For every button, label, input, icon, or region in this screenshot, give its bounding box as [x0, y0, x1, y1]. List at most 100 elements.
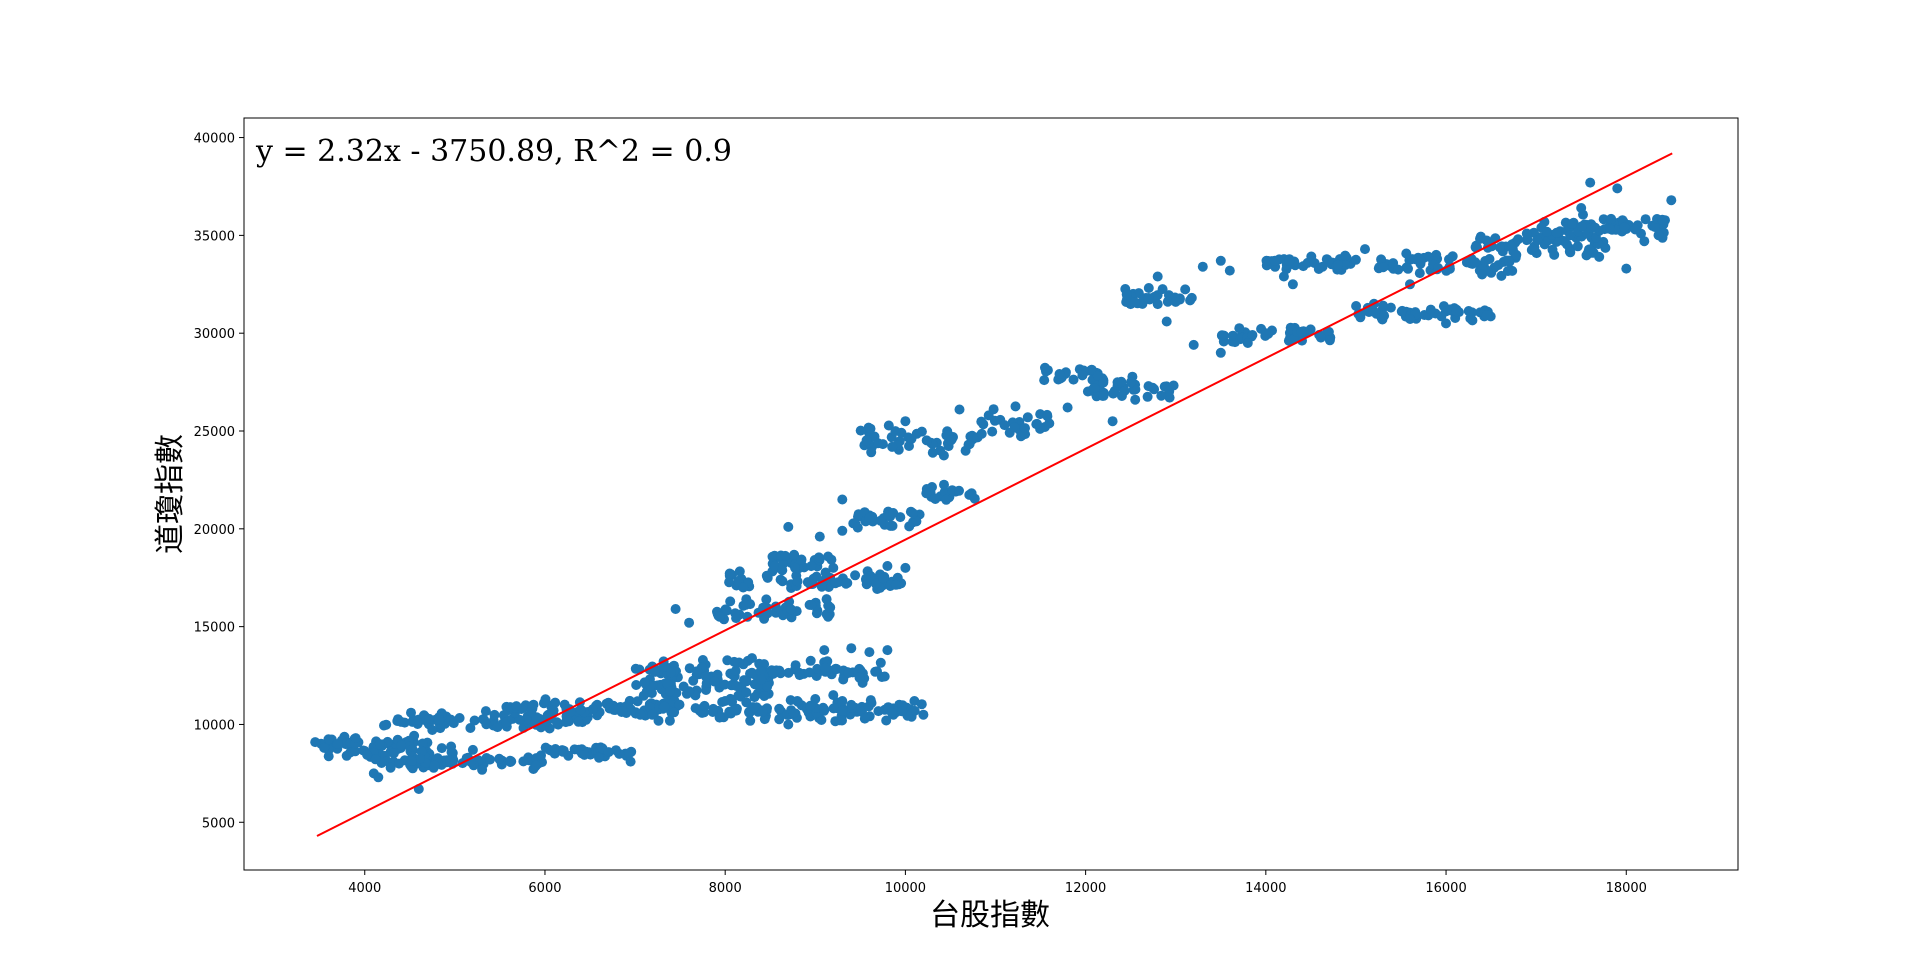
data-point	[1317, 261, 1328, 272]
data-point	[850, 570, 861, 581]
data-point	[1116, 376, 1127, 387]
data-point	[875, 657, 886, 668]
data-point	[1032, 418, 1042, 429]
data-point	[714, 611, 725, 622]
data-point	[1495, 242, 1505, 253]
data-point	[551, 717, 562, 728]
data-point	[1612, 183, 1623, 194]
data-point	[1532, 235, 1543, 246]
data-point	[783, 719, 794, 730]
data-point	[1621, 263, 1632, 274]
data-point	[550, 697, 561, 708]
data-point	[477, 764, 488, 775]
data-point	[906, 433, 917, 444]
data-point	[1415, 255, 1426, 266]
data-point	[1125, 377, 1136, 388]
data-point	[846, 699, 857, 710]
data-point	[1162, 296, 1173, 307]
data-point	[963, 439, 974, 450]
data-point	[777, 565, 788, 576]
data-point	[1657, 214, 1668, 225]
data-point	[1269, 255, 1280, 266]
data-point	[1594, 251, 1605, 262]
data-point	[1149, 384, 1160, 395]
points-layer	[310, 177, 1677, 794]
data-point	[1470, 242, 1481, 253]
data-point	[904, 521, 915, 532]
data-point	[1168, 380, 1179, 391]
data-point	[1121, 289, 1132, 300]
data-point	[881, 715, 892, 726]
data-point	[878, 573, 889, 584]
data-point	[1278, 271, 1289, 282]
data-point	[1639, 236, 1650, 247]
data-point	[1403, 263, 1413, 274]
data-point	[1470, 257, 1481, 268]
data-point	[1378, 262, 1389, 273]
data-point	[623, 748, 634, 759]
data-point	[1393, 264, 1404, 275]
data-point	[805, 655, 816, 666]
data-point	[1039, 375, 1050, 386]
data-point	[448, 718, 459, 729]
data-point	[1161, 316, 1172, 327]
data-point	[921, 488, 932, 499]
x-tick-label: 18000	[1606, 881, 1647, 896]
data-point	[701, 678, 712, 689]
data-point	[837, 696, 848, 706]
data-point	[581, 714, 592, 725]
data-point	[630, 663, 641, 674]
data-point	[1447, 251, 1458, 262]
data-point	[1584, 244, 1595, 255]
data-point	[871, 578, 882, 589]
data-point	[1640, 214, 1651, 225]
data-point	[738, 582, 749, 593]
data-point	[742, 611, 753, 622]
data-point	[362, 749, 373, 760]
data-point	[396, 716, 407, 727]
data-point	[854, 672, 865, 683]
data-point	[1215, 255, 1226, 266]
data-point	[373, 772, 384, 783]
data-point	[608, 704, 619, 715]
data-point	[1350, 254, 1361, 265]
data-point	[469, 715, 480, 726]
data-point	[816, 715, 827, 725]
data-point	[1351, 301, 1362, 311]
data-point	[859, 713, 870, 724]
data-point	[1385, 302, 1396, 313]
y-tick-label: 15000	[194, 621, 235, 636]
data-point	[816, 581, 827, 592]
data-point	[976, 416, 987, 427]
data-point	[1156, 390, 1167, 401]
data-point	[1247, 330, 1258, 340]
data-point	[759, 691, 770, 701]
data-point	[594, 752, 604, 763]
data-point	[1054, 369, 1065, 379]
data-point	[531, 760, 541, 771]
data-point	[650, 666, 660, 677]
data-point	[505, 755, 516, 766]
data-point	[823, 551, 834, 562]
data-point	[424, 713, 435, 724]
data-point	[1585, 177, 1596, 188]
data-point	[1077, 370, 1088, 381]
data-point	[1170, 296, 1181, 307]
data-point	[769, 560, 780, 571]
data-point	[536, 750, 546, 761]
data-point	[664, 715, 675, 726]
data-point	[518, 756, 529, 767]
data-point	[1513, 234, 1524, 245]
data-point	[1022, 412, 1033, 423]
data-point	[1549, 249, 1560, 260]
data-point	[461, 753, 472, 764]
data-point	[1042, 411, 1053, 422]
data-point	[747, 653, 757, 664]
data-point	[429, 760, 440, 771]
data-point	[774, 703, 785, 714]
data-point	[730, 665, 741, 676]
data-point	[1324, 335, 1335, 346]
data-point	[954, 485, 964, 496]
data-point	[1340, 260, 1351, 270]
